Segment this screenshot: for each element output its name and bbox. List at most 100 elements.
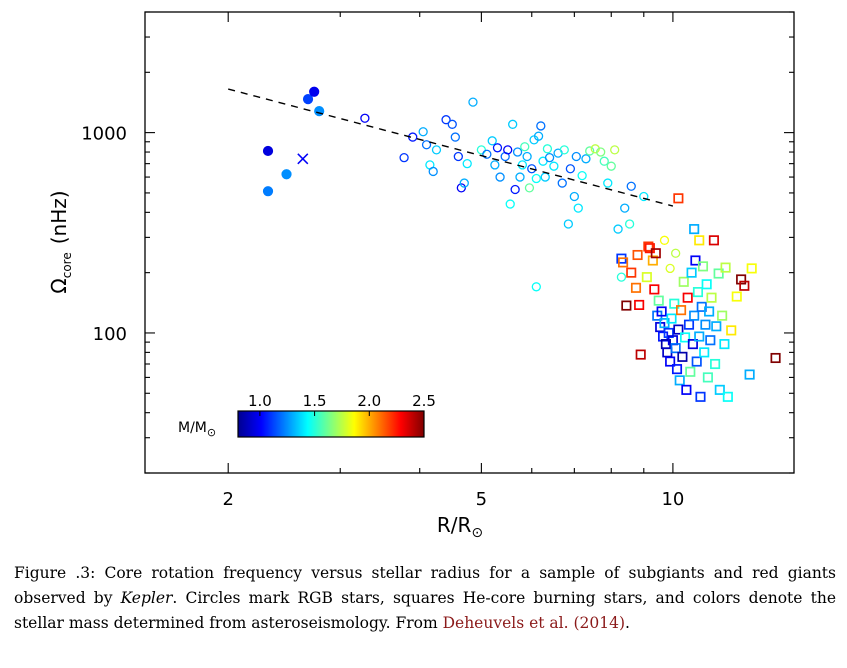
data-point-circle [515, 172, 525, 182]
colorbar: 1.0 1.5 2.0 2.5 M/M⊙ [178, 392, 436, 439]
data-point-circle [610, 145, 620, 155]
data-point-circle [571, 151, 581, 162]
data-point-square [641, 272, 652, 283]
data-point-circle [596, 147, 606, 157]
data-point-square [686, 267, 697, 278]
data-point-square [722, 391, 733, 402]
data-point-square [634, 299, 645, 310]
data-point-square [705, 335, 716, 346]
data-point-square [711, 321, 722, 332]
data-point-square [689, 310, 700, 321]
data-point-circle [569, 191, 580, 202]
x-tick-label: 10 [661, 489, 684, 510]
data-point-circle [399, 153, 409, 163]
data-point-square [736, 274, 747, 285]
data-point-square [689, 224, 700, 235]
x-axis-label: R/R⊙ [437, 513, 483, 541]
data-point-circle [540, 172, 550, 182]
data-point-square [618, 257, 629, 268]
data-point-square [677, 351, 688, 362]
data-point-square [739, 280, 750, 291]
data-point-square [674, 375, 685, 386]
y-tick-label: 1000 [81, 124, 127, 145]
colorbar-gradient [237, 410, 425, 438]
data-point-square [687, 339, 698, 350]
colorbar-tick-label: 2.0 [357, 392, 381, 410]
data-point-square [731, 291, 742, 302]
colorbar-label: M/M⊙ [178, 420, 216, 439]
citation-link[interactable]: Deheuvels et al. (2014) [442, 614, 626, 632]
data-point-circle [512, 147, 523, 157]
data-point-circle [563, 219, 574, 229]
data-point-square [726, 325, 737, 336]
data-point-circle [613, 224, 623, 234]
data-point-circle [581, 154, 591, 164]
data-point-square [626, 267, 637, 278]
data-point-square [647, 255, 658, 266]
data-point-square [708, 235, 719, 246]
scatter-chart: 2 5 10 100 1000 R/R⊙ Ωcore(nHz) 1.0 1.5 2.0 2.… [47, 11, 795, 541]
data-point-square [656, 306, 667, 317]
data-point-circle [360, 113, 370, 123]
caption-text: Figure .3: Core rotation frequency versu… [14, 564, 836, 607]
data-point-circle [620, 203, 630, 213]
data-point-circle [573, 203, 583, 213]
trend-line [228, 88, 674, 207]
y-axis-ticks: 100 1000 [81, 11, 794, 474]
data-point-square [676, 305, 687, 316]
data-point-circle [606, 161, 616, 171]
data-point-circle [626, 181, 636, 191]
data-point-square [697, 261, 709, 272]
data-point-circle [639, 191, 649, 202]
data-point-square [649, 284, 660, 295]
data-point-circle [503, 145, 513, 155]
data-point-filled-circle [262, 186, 274, 197]
y-axis-label: Ωcore(nHz) [47, 190, 74, 293]
data-point-circle [531, 173, 541, 184]
data-point-circle [508, 119, 518, 129]
data-point-square [673, 193, 684, 204]
colorbar-tick-label: 2.5 [412, 392, 436, 410]
data-point-circle [428, 166, 438, 177]
data-point-circle [659, 235, 670, 245]
data-points [262, 86, 781, 402]
data-point-circle [418, 127, 428, 137]
data-point-circle [542, 144, 553, 154]
data-point-circle [450, 132, 460, 142]
data-point-filled-circle [262, 145, 274, 157]
data-point-square [700, 319, 711, 330]
data-point-square [720, 262, 731, 273]
data-point-square [678, 276, 689, 287]
data-point-square [643, 241, 654, 252]
x-axis-ticks: 2 5 10 [222, 12, 684, 510]
data-point-square [746, 263, 757, 274]
data-point-square [671, 364, 683, 375]
data-point-circle [527, 164, 537, 174]
figure-caption: Figure .3: Core rotation frequency versu… [14, 561, 836, 636]
data-point-square [670, 343, 681, 354]
data-point-square [713, 268, 724, 279]
data-point-square [690, 255, 701, 266]
data-point-circle [603, 178, 613, 188]
data-point-circle [441, 115, 451, 125]
x-tick-label: 2 [222, 489, 233, 510]
data-point-square [630, 282, 642, 293]
data-point-square [699, 347, 710, 358]
data-point-square [694, 331, 705, 342]
data-point-circle [431, 145, 442, 155]
data-point-circle [490, 160, 500, 170]
data-point-square [680, 332, 691, 343]
data-point-square [635, 349, 646, 360]
data-point-square [692, 287, 704, 298]
data-point-square [632, 249, 643, 261]
data-point-circle [624, 219, 635, 229]
data-point-filled-circle [281, 169, 292, 180]
data-point-circle [487, 136, 497, 146]
data-point-circle [492, 143, 503, 153]
data-point-circle [671, 248, 681, 258]
data-point-circle [482, 149, 492, 159]
data-point-square [717, 310, 728, 321]
colorbar-tick-label: 1.0 [248, 392, 272, 410]
data-point-circle [522, 151, 532, 162]
data-point-circle [476, 145, 487, 155]
